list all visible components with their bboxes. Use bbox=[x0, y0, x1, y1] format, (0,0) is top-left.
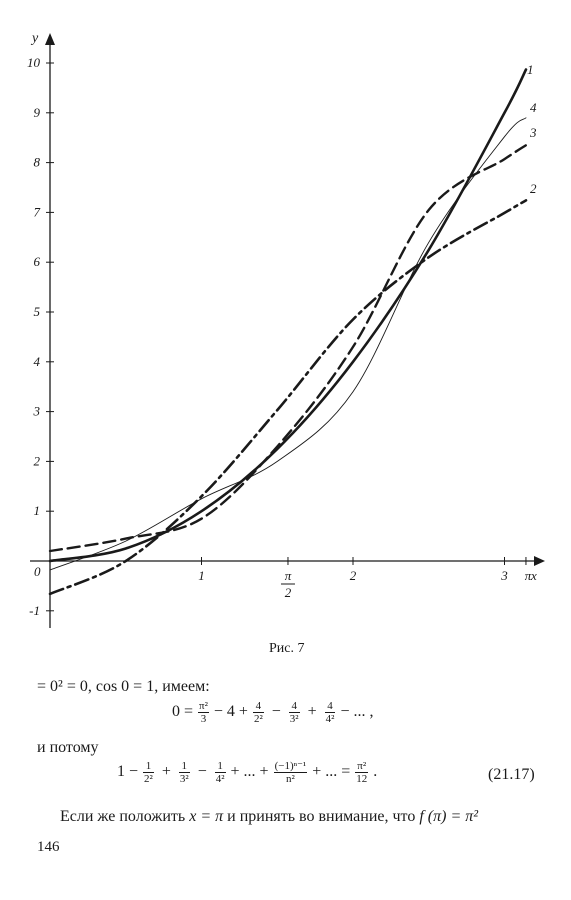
x-axis-label: x bbox=[530, 568, 537, 583]
eq1-f4-num: 4 bbox=[324, 700, 336, 713]
x-tick-pi-label: π bbox=[525, 568, 532, 583]
eq1-f3-num: 4 bbox=[288, 700, 300, 713]
y-tick-label: 8 bbox=[34, 155, 41, 170]
eq2-dots: + ... + bbox=[230, 763, 269, 781]
x-tick-label: 2 bbox=[350, 568, 357, 583]
line3-part-b: x = π bbox=[189, 808, 224, 825]
y-tick-label: 6 bbox=[34, 254, 41, 269]
x-tick-label: 3 bbox=[500, 568, 508, 583]
eq2-tail: + ... = bbox=[312, 763, 351, 781]
curve-3 bbox=[48, 144, 528, 553]
eq1-f1-den: 3 bbox=[200, 713, 207, 725]
curve-4 bbox=[49, 117, 527, 571]
eq1-f2-den: 2² bbox=[253, 713, 263, 725]
eq1-f3-den: 3² bbox=[289, 713, 299, 725]
ticks bbox=[46, 62, 527, 612]
equation-2: 1 − 1 2² + 1 3² − 1 4² + ... + (−1)ⁿ⁻¹ n² + … bbox=[117, 760, 377, 785]
axes bbox=[30, 33, 545, 628]
y-tick-label: -1 bbox=[29, 603, 40, 618]
eq2-plus-1: + bbox=[161, 763, 171, 781]
y-tick-label: 4 bbox=[34, 354, 41, 369]
page-number: 146 bbox=[37, 839, 60, 855]
text-line-3: Если же положить x = π и принять во вним… bbox=[60, 808, 478, 826]
eq1-f1-num: π² bbox=[198, 700, 209, 713]
y-tick-label: 3 bbox=[33, 404, 41, 419]
eq2-f2-den: 3² bbox=[179, 773, 189, 785]
eq1-minus: − bbox=[271, 703, 281, 721]
y-tick-label: 2 bbox=[34, 453, 41, 468]
eq1-frac-2: 4 2² bbox=[252, 700, 264, 725]
eq2-frac-3: 1 4² bbox=[214, 760, 226, 785]
x-tick-label: 1 bbox=[198, 568, 205, 583]
x-tick-pi-half-num: π bbox=[285, 568, 292, 583]
curve-2 bbox=[48, 199, 528, 596]
line3-part-c: и принять во внимание, что bbox=[227, 808, 416, 825]
eq2-f1-den: 2² bbox=[144, 773, 153, 785]
eq2-frac-2: 1 3² bbox=[178, 760, 190, 785]
eq2-f5-num: π² bbox=[355, 760, 369, 773]
eq2-frac-5: π² 12 bbox=[355, 760, 369, 785]
eq2-frac-1: 1 2² bbox=[143, 760, 154, 785]
figure-caption: Рис. 7 bbox=[269, 641, 305, 656]
equation-number: (21.17) bbox=[488, 766, 535, 783]
y-tick-label: 7 bbox=[34, 204, 41, 219]
y-tick-label: 5 bbox=[34, 304, 41, 319]
x-tick-pi-half-den: 2 bbox=[285, 585, 292, 600]
eq2-f1-num: 1 bbox=[143, 760, 154, 773]
curve-label-3: 3 bbox=[529, 125, 537, 140]
curve-label-1: 1 bbox=[527, 62, 534, 77]
eq2-f2-num: 1 bbox=[178, 760, 190, 773]
y-axis-arrow bbox=[45, 33, 55, 45]
origin-label: 0 bbox=[34, 564, 41, 579]
eq2-f3-den: 4² bbox=[215, 773, 225, 785]
line3-part-d: f (π) = π² bbox=[419, 808, 479, 825]
curve-1 bbox=[48, 68, 528, 563]
eq2-f5-den: 12 bbox=[356, 773, 368, 785]
eq1-frac-3: 4 3² bbox=[288, 700, 300, 725]
y-tick-label: 9 bbox=[34, 105, 41, 120]
eq2-lead: 1 − bbox=[117, 763, 139, 781]
eq2-end: . bbox=[373, 763, 378, 781]
eq1-tail: − ... , bbox=[340, 703, 374, 721]
text-line-1: = 0² = 0, cos 0 = 1, имеем: bbox=[37, 678, 210, 695]
eq2-f4-den: n² bbox=[285, 773, 295, 785]
eq1-frac-1: π² 3 bbox=[198, 700, 209, 725]
y-tick-label: 1 bbox=[34, 503, 41, 518]
curves bbox=[48, 68, 528, 596]
y-axis-label: y bbox=[30, 31, 39, 46]
eq2-f4-num: (−1)ⁿ⁻¹ bbox=[273, 760, 308, 773]
curve-label-4: 4 bbox=[530, 100, 537, 115]
equation-1: 0 = π² 3 − 4 + 4 2² − 4 3² + 4 4² − ... , bbox=[172, 700, 373, 725]
eq2-f3-num: 1 bbox=[214, 760, 226, 773]
eq2-minus-1: − bbox=[197, 763, 207, 781]
x-axis-arrow bbox=[534, 556, 545, 566]
curve-label-2: 2 bbox=[530, 181, 537, 196]
eq1-lhs: 0 = bbox=[172, 703, 194, 721]
eq1-plus: + bbox=[307, 703, 317, 721]
text-line-2: и потому bbox=[37, 739, 99, 756]
eq1-f2-num: 4 bbox=[252, 700, 264, 713]
eq1-frac-4: 4 4² bbox=[324, 700, 336, 725]
eq1-f4-den: 4² bbox=[325, 713, 335, 725]
line3-part-a: Если же положить bbox=[60, 808, 186, 825]
y-tick-label: 10 bbox=[27, 55, 41, 70]
eq1-mid: − 4 + bbox=[213, 703, 248, 721]
eq2-frac-4: (−1)ⁿ⁻¹ n² bbox=[273, 760, 308, 785]
